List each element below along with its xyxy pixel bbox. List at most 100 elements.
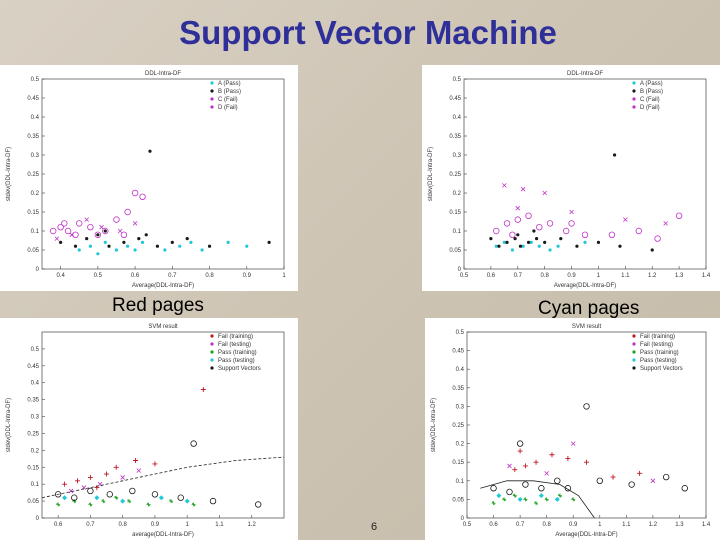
y-tick-label: 0.5 <box>31 347 40 353</box>
data-point <box>132 221 138 226</box>
data-point <box>102 227 109 235</box>
data-point <box>537 244 541 248</box>
legend-marker <box>210 97 214 101</box>
data-point <box>152 461 158 467</box>
data-point <box>62 495 68 501</box>
data-point <box>635 227 642 235</box>
data-point <box>77 248 81 252</box>
y-tick-label: 0.3 <box>453 153 462 159</box>
data-point <box>99 224 104 230</box>
x-tick-label: 1.4 <box>702 273 711 279</box>
chart-panel-bottom-left: SVM result average(DDL-Intra-DF) stdev(DDL… <box>0 318 298 540</box>
data-point <box>517 496 523 502</box>
x-tick-label: 0.9 <box>151 522 160 528</box>
y-tick-label: 0.25 <box>27 431 39 437</box>
x-tick-label: 1.1 <box>621 273 630 279</box>
data-point <box>148 149 152 153</box>
legend-marker <box>632 350 636 354</box>
data-point <box>137 237 141 241</box>
data-point <box>535 237 539 241</box>
data-point <box>61 220 68 227</box>
legend-marker <box>210 350 214 354</box>
y-tick-label: 0.1 <box>456 479 465 485</box>
y-tick-label: 0.05 <box>449 248 461 254</box>
slide-title: Support Vector Machine <box>179 14 557 51</box>
y-tick-label: 0.4 <box>31 115 40 121</box>
data-point <box>538 493 544 499</box>
legend-entry: Pass (testing) <box>218 358 255 364</box>
decision-boundary <box>41 456 285 499</box>
legend-marker <box>632 342 636 346</box>
data-point <box>596 477 603 484</box>
x-tick-label: 0.9 <box>567 273 576 279</box>
data-point <box>177 494 184 501</box>
y-tick-label: 0.4 <box>456 367 465 373</box>
y-tick-label: 0.35 <box>449 134 461 140</box>
data-point <box>518 244 523 248</box>
data-point <box>506 488 513 496</box>
y-tick-label: 0.2 <box>453 191 462 197</box>
y-tick-label: 0.5 <box>31 77 40 83</box>
data-point <box>124 208 131 216</box>
legend-marker <box>632 334 636 338</box>
x-tick-label: 0.4 <box>56 273 65 279</box>
legend-marker <box>210 105 214 109</box>
y-tick-label: 0 <box>36 516 40 522</box>
y-axis-label: stdev(DDL-Intra-DF) <box>6 147 12 201</box>
data-point <box>104 471 110 477</box>
data-point <box>663 221 668 226</box>
data-point <box>490 485 497 492</box>
x-axis-label: Average(DDL-Intra-DF) <box>132 283 194 289</box>
x-tick-label: 1.2 <box>648 273 657 279</box>
data-point <box>526 240 531 244</box>
data-point <box>494 244 498 248</box>
plot-frame <box>466 331 707 519</box>
data-point <box>207 244 212 248</box>
y-tick-label: 0.15 <box>27 465 39 471</box>
data-point <box>254 501 262 508</box>
chart-cyan-pages-svm: SVM result Average(DDL-Intra-DF) stdev(DDL… <box>431 324 711 538</box>
data-point <box>522 463 528 469</box>
data-point <box>209 497 217 505</box>
data-point <box>596 240 601 244</box>
y-tick-label: 0.35 <box>452 386 464 392</box>
y-tick-label: 0.05 <box>452 497 464 503</box>
data-point <box>127 499 132 504</box>
data-point <box>515 205 521 211</box>
data-point <box>503 220 511 227</box>
legend-marker <box>632 366 636 370</box>
data-point <box>543 240 547 244</box>
y-tick-label: 0.4 <box>31 381 40 387</box>
legend-entry: C (Fail) <box>640 97 660 103</box>
data-point <box>523 497 528 502</box>
data-point <box>59 240 63 244</box>
data-point <box>114 248 119 252</box>
y-tick-label: 0.2 <box>31 448 40 454</box>
x-tick-label: 0.8 <box>542 522 551 528</box>
data-point <box>200 248 204 252</box>
data-point <box>650 248 654 252</box>
legend-marker <box>210 81 214 85</box>
legend-entry: Pass (testing) <box>640 358 677 364</box>
data-point <box>544 497 549 502</box>
data-point <box>554 496 560 502</box>
x-tick-label: 1.4 <box>702 522 711 528</box>
data-point <box>512 467 518 473</box>
x-tick-label: 0.9 <box>243 273 252 279</box>
chart-cyan-pages-raw: DDL-Intra-DF Average(DDL-Intra-DF) stdev(D… <box>428 71 711 289</box>
x-tick-label: 0.9 <box>569 522 578 528</box>
data-point <box>675 212 683 219</box>
y-tick-label: 0.45 <box>449 96 461 102</box>
y-tick-label: 0.4 <box>453 115 462 121</box>
x-tick-label: 0.8 <box>118 522 127 528</box>
label-red-pages: Red pages <box>112 295 204 316</box>
data-point <box>62 481 68 487</box>
legend-entry: D (Fail) <box>640 105 660 111</box>
x-tick-label: 0.7 <box>516 522 525 528</box>
y-tick-label: 0.35 <box>27 134 39 140</box>
y-tick-label: 0.25 <box>27 172 39 178</box>
x-tick-label: 0.6 <box>131 273 140 279</box>
data-point <box>517 448 523 454</box>
y-tick-label: 0.1 <box>31 229 40 235</box>
data-point <box>571 497 576 502</box>
